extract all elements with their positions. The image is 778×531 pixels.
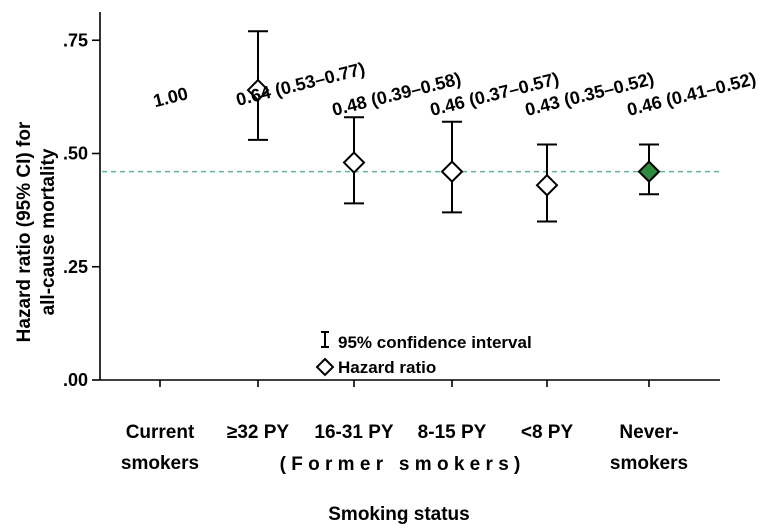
former-smokers-group-label: ( F o r m e r s m o k e r s ): [280, 454, 521, 475]
legend-hr-label: Hazard ratio: [338, 358, 436, 377]
x-axis-title: Smoking status: [328, 504, 469, 525]
y-axis-title: Hazard ratio (95% CI) for all-cause mort…: [14, 121, 59, 342]
hazard-ratio-marker: [342, 151, 366, 174]
x-tick-label: Current: [126, 422, 195, 443]
hazard-ratio-marker: [440, 160, 464, 184]
x-tick-label-line-2: smokers: [610, 453, 688, 474]
legend: 95% confidence interval Hazard ratio: [315, 331, 532, 377]
hazard-ratio-marker: [246, 78, 270, 102]
hazard-ratio-marker: [637, 160, 661, 184]
reference-lines: [102, 170, 720, 173]
x-tick-label: <8 PY: [521, 422, 574, 443]
axes: .00.25.50.751.001.251.50: [63, 12, 720, 390]
x-tick-label: Never-: [619, 422, 678, 443]
y-tick-label: .25: [63, 257, 88, 277]
legend-ci-label: 95% confidence interval: [338, 333, 532, 352]
x-tick-label: 8-15 PY: [418, 422, 487, 443]
legend-diamond-icon: [315, 357, 335, 377]
x-tick-labels: Current smokers ≥32 PY 16-31 PY 8-15 PY <8 PY…: [121, 422, 688, 474]
value-label: 1.00: [151, 83, 190, 111]
data-points: 1.00 0.64 (0.53–0.77)0.48 (0.39–0.58)0.46…: [151, 30, 758, 223]
x-tick-label-line-2: smokers: [121, 453, 199, 474]
y-axis-title-line-2: all-cause mortality: [38, 148, 59, 315]
x-tick-label: ≥32 PY: [227, 422, 290, 443]
x-tick-label: 16-31 PY: [314, 422, 394, 443]
y-tick-label: .50: [63, 144, 88, 164]
y-tick-label: .75: [63, 30, 88, 50]
hazard-ratio-marker: [535, 173, 559, 197]
y-tick-label: .00: [63, 370, 88, 390]
y-axis-title-line-1: Hazard ratio (95% CI) for: [14, 121, 35, 342]
